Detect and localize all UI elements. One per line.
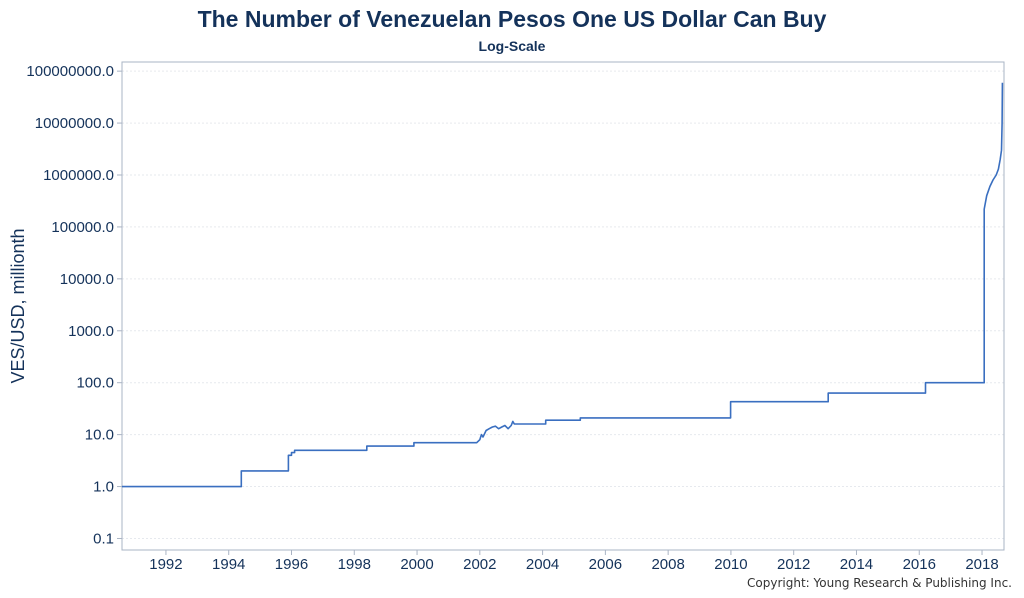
chart-title: The Number of Venezuelan Pesos One US Do…: [197, 6, 827, 32]
series-layer: [122, 82, 1004, 488]
copyright-notice: Copyright: Young Research & Publishing I…: [747, 576, 1012, 590]
y-tick-label: 10000000.0: [35, 115, 114, 132]
y-tick-label: 100.0: [76, 375, 114, 392]
x-tick-label: 2010: [714, 556, 747, 573]
x-tick-label: 2000: [400, 556, 433, 573]
x-tick-label: 1994: [212, 556, 245, 573]
x-tick-label: 1996: [275, 556, 308, 573]
x-tick-label: 2004: [526, 556, 559, 573]
x-tick-label: 2008: [651, 556, 684, 573]
y-tick-label: 1000000.0: [43, 167, 114, 184]
x-axis: 1992 1994 1996 1998 2000 2002 2004 2006 2008 2010…: [149, 550, 999, 573]
y-tick-label: 100000000.0: [26, 63, 114, 80]
x-tick-label: 2002: [463, 556, 496, 573]
y-axis-title: VES/USD, millionth: [8, 228, 28, 383]
y-tick-label: 1000.0: [68, 323, 114, 340]
plot-frame: [121, 61, 1005, 551]
y-tick-label: 10.0: [85, 427, 114, 444]
y-tick-label: 0.1: [93, 530, 114, 547]
series-line: [122, 82, 1004, 488]
x-tick-label: 2018: [965, 556, 998, 573]
x-tick-label: 1992: [149, 556, 182, 573]
y-axis: 0.1 1.0 10.0 100.0 1000.0 10000.0 100000.0 1000…: [26, 63, 122, 547]
x-tick-label: 1998: [338, 556, 371, 573]
chart-subtitle: Log-Scale: [478, 38, 546, 54]
y-tick-label: 1.0: [93, 479, 114, 496]
x-tick-label: 2016: [903, 556, 936, 573]
x-tick-label: 2014: [840, 556, 873, 573]
x-tick-label: 2006: [589, 556, 622, 573]
y-tick-label: 100000.0: [51, 219, 114, 236]
grid-lines: [122, 70, 1004, 539]
x-tick-label: 2012: [777, 556, 810, 573]
y-tick-label: 10000.0: [60, 271, 114, 288]
